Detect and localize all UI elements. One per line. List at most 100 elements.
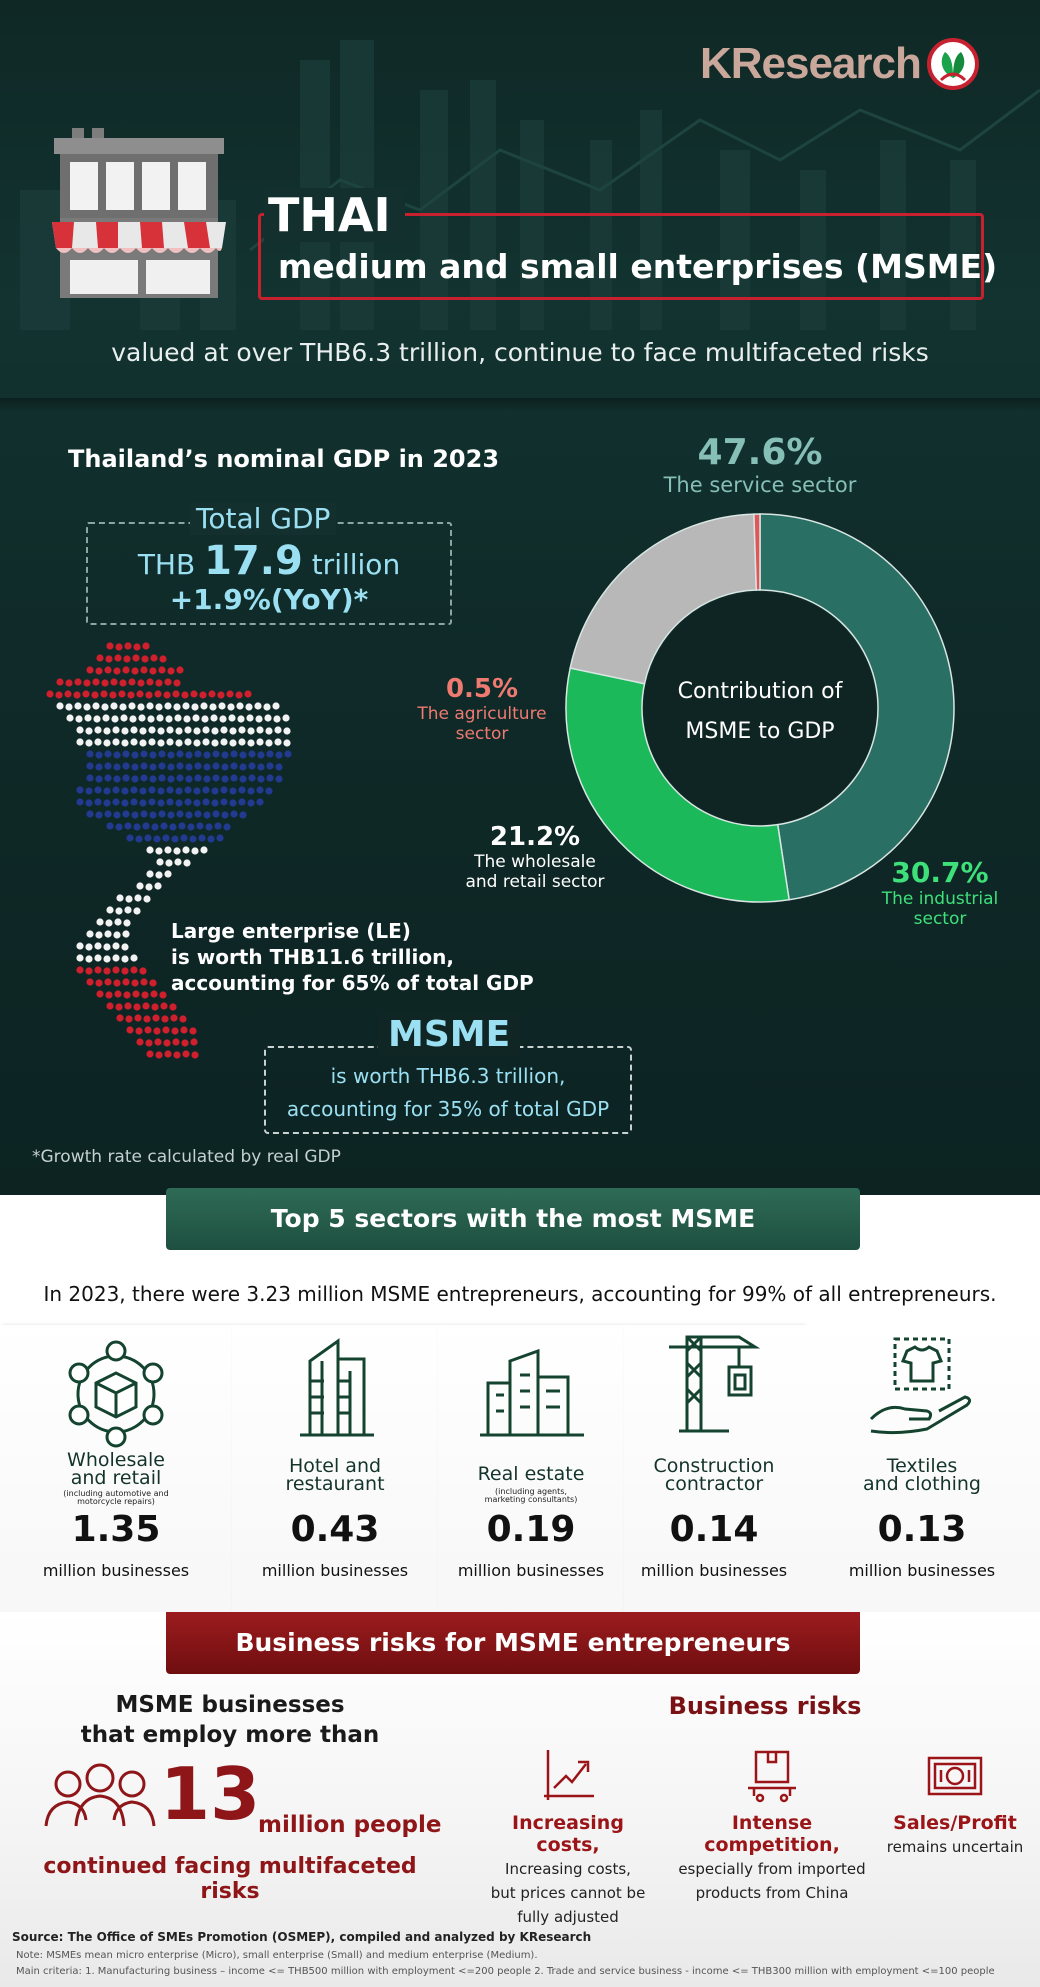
map-dot [158,666,166,674]
map-dot [131,763,139,771]
map-dot [189,1027,197,1035]
map-dot [103,727,111,735]
map-dot [185,763,193,771]
map-dot [135,1027,143,1035]
map-dot [150,654,158,662]
map-dot [56,702,64,710]
map-dot [210,714,218,722]
map-dot [133,823,141,831]
map-dot [75,715,83,723]
map-dot [86,930,94,938]
map-dot [121,799,129,807]
donut-center-label: Contribution of MSME to GDP [660,672,860,752]
map-dot [95,931,103,939]
map-dot [155,871,163,879]
map-dot [121,739,129,747]
map-dot [149,775,157,783]
map-dot [110,678,118,686]
map-dot [226,690,234,698]
map-dot [142,822,150,830]
risk-desc1: Increasing costs, [505,1860,631,1878]
map-dot [230,810,238,818]
map-dot [190,690,198,698]
map-dot [265,739,273,747]
gdp-growth: +1.9%(YoY)* [169,583,369,616]
map-dot [83,703,91,711]
map-dot [134,894,142,902]
map-dot [86,762,94,770]
gdp-unit: trillion [311,548,401,581]
map-dot [173,847,181,855]
map-dot [115,907,123,915]
map-dot [180,1026,188,1034]
map-dot [133,1003,141,1011]
map-dot [130,726,138,734]
donut-hole [644,592,876,824]
map-dot [130,738,138,746]
risk-intense-competition: Intense competition, especially from imp… [672,1748,872,1904]
map-dot [157,787,165,795]
donut-label-wholesale: 21.2% The wholesale and retail sector [440,822,630,892]
map-dot [211,787,219,795]
map-dot [211,739,219,747]
map-dot [112,726,120,734]
map-dot [119,679,127,687]
map-dot [182,1050,190,1058]
map-dot [185,811,193,819]
agriculture-pct: 0.5% [445,674,519,704]
map-dot [141,991,149,999]
map-dot [256,738,264,746]
map-dot [105,991,113,999]
map-dot [115,823,123,831]
map-dot [124,906,132,914]
map-dot [55,691,63,699]
map-dot [239,775,247,783]
map-dot [76,798,84,806]
risk-desc3: fully adjusted [517,1908,619,1926]
sector-name2: and clothing [862,1473,981,1495]
map-dot [192,714,200,722]
map-dot [230,750,238,758]
map-dot [106,642,114,650]
map-dot [167,751,175,759]
map-dot [284,750,292,758]
map-dot [166,726,174,734]
map-dot [147,715,155,723]
msme-line1: is worth THB6.3 trillion, [330,1064,566,1088]
map-dot [171,1027,179,1035]
map-dot [154,1038,162,1046]
map-dot [122,750,130,758]
map-dot [95,775,103,783]
map-dot [139,787,147,795]
donut-center-line1: Contribution of [677,679,843,704]
sector-card-construction: Construction contractor 0.14 million bus… [624,1325,804,1613]
map-dot [176,666,184,674]
map-dot [181,691,189,699]
risk-desc2: products from China [695,1884,849,1902]
map-dot [85,799,93,807]
map-dot [131,811,139,819]
map-dot [122,930,130,938]
map-dot [229,727,237,735]
map-dot [150,990,158,998]
large-enterprise-text: Large enterprise (LE) is worth THB11.6 t… [171,918,534,996]
le-line2: is worth THB11.6 trillion, [171,945,454,969]
map-dot [135,835,143,843]
map-dot [95,667,103,675]
map-dot [130,786,138,794]
sector-value: 0.13 [877,1509,967,1550]
agriculture-name1: The agriculture [417,704,547,724]
map-dot [248,750,256,758]
map-dot [193,787,201,795]
map-dot [220,738,228,746]
map-dot [156,714,164,722]
map-dot [283,739,291,747]
map-dot [194,750,202,758]
agriculture-name2: sector [455,724,509,744]
map-dot [130,954,138,962]
service-name: The service sector [663,473,857,497]
map-dot [212,762,220,770]
sector-name1: Real estate [477,1463,585,1485]
map-dot [116,1014,124,1022]
map-dot [193,799,201,807]
